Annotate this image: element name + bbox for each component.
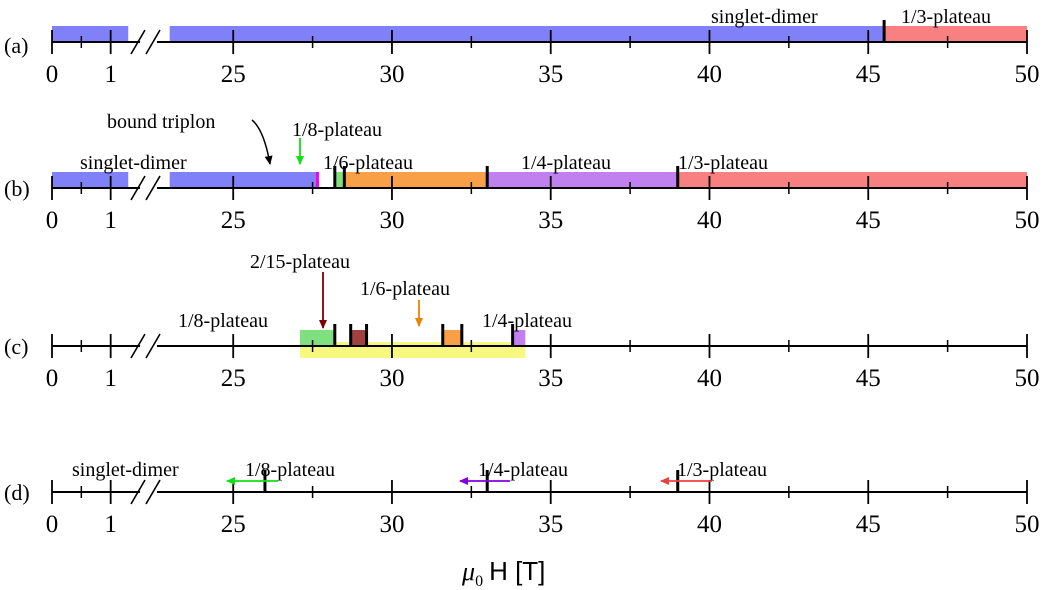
tick-label: 40: [697, 61, 722, 88]
tick-label: 50: [1015, 511, 1040, 538]
one-third-plateau-label: 1/3-plateau: [901, 6, 991, 28]
panel-a-regions: [52, 26, 1027, 42]
one-quarter-plateau-label: 1/4-plateau: [482, 310, 572, 332]
tick-label: 0: [46, 61, 59, 88]
panel-d-axis: 0 1 25 30 35 40 45 50: [46, 479, 1040, 538]
x-axis-label: μ0 H [T]: [461, 556, 545, 590]
phase-region-eighth: [299, 330, 335, 346]
tick-label: 25: [221, 365, 246, 392]
panel-a-axis: 0 1 25 30 35 40 45 50: [46, 29, 1040, 88]
phase-region-quarter: [512, 330, 526, 346]
tick-label: 25: [221, 511, 246, 538]
axis-break-mark: [145, 479, 161, 505]
tick-label: 30: [379, 61, 404, 88]
panel-d: 0 1 25 30 35 40 45 50 (d) singlet-dimer 1/8-pla…: [4, 459, 1040, 538]
tick-label: 45: [856, 365, 881, 392]
tick-label: 0: [46, 207, 59, 234]
axis-break-mark: [145, 29, 161, 55]
one-quarter-plateau-label: 1/4-plateau: [521, 152, 611, 174]
tick-label: 1: [104, 511, 117, 538]
panel-a-label: (a): [4, 33, 28, 58]
tick-label: 30: [379, 365, 404, 392]
tick-label: 25: [221, 207, 246, 234]
tick-label: 0: [46, 511, 59, 538]
axis-break-mark: [130, 29, 146, 55]
one-sixth-plateau-label: 1/6-plateau: [323, 152, 413, 174]
axis-break-mark: [130, 333, 146, 359]
tick-label: 25: [221, 61, 246, 88]
panel-a: 0 1 25 30 35 40 45 50 (a) singlet-dimer 1/3-pla…: [4, 6, 1040, 88]
one-eighth-plateau-label: 1/8-plateau: [245, 459, 335, 481]
tick-label: 35: [538, 207, 563, 234]
tick-label: 50: [1015, 207, 1040, 234]
tick-label: 40: [697, 511, 722, 538]
panel-c-axis: 0 1 25 30 35 40 45 50: [46, 333, 1040, 392]
axis-break-mark: [130, 479, 146, 505]
panel-c-label: (c): [4, 334, 28, 359]
phase-region-bound: [315, 172, 319, 188]
tick-label: 50: [1015, 61, 1040, 88]
panel-c-boundaries: [333, 324, 515, 347]
bound-triplon-label: bound triplon: [107, 111, 215, 133]
phase-region-twofifteenth: [350, 330, 367, 346]
tick-label: 35: [538, 511, 563, 538]
one-eighth-plateau-label: 1/8-plateau: [178, 310, 268, 332]
tick-label: 45: [856, 511, 881, 538]
panel-c: 0 1 25 30 35 40 45 50 (c) 2/15-plateau 1/6-plat…: [4, 251, 1040, 392]
bound-triplon-arrow: [251, 119, 273, 165]
tick-label: 1: [104, 207, 117, 234]
tick-label: 35: [538, 61, 563, 88]
x-axis-label-subscript: 0: [475, 573, 483, 590]
x-axis-label-mu: μ: [461, 557, 475, 586]
tick-label: 1: [104, 365, 117, 392]
tick-label: 45: [856, 207, 881, 234]
panel-b-axis: 0 1 25 30 35 40 45 50: [46, 175, 1040, 234]
tick-label: 30: [379, 207, 404, 234]
tick-label: 30: [379, 511, 404, 538]
x-axis-label-text: H [T]: [489, 556, 545, 586]
tick-label: 50: [1015, 365, 1040, 392]
tick-label: 0: [46, 365, 59, 392]
phase-region-sixth: [442, 330, 462, 346]
tick-label: 1: [104, 61, 117, 88]
panel-b: 0 1 25 30 35 40 45 50 (b) bound triplon 1/8-pla…: [4, 111, 1040, 234]
phase-region-singlet: [169, 26, 885, 42]
singlet-dimer-label: singlet-dimer: [711, 6, 818, 28]
phase-region-singlet: [169, 172, 316, 188]
one-quarter-plateau-label: 1/4-plateau: [478, 459, 568, 481]
axis-break-mark: [145, 175, 161, 201]
panel-b-boundaries: [333, 166, 680, 189]
panel-b-label: (b): [4, 176, 30, 201]
one-sixth-plateau-label: 1/6-plateau: [360, 278, 450, 300]
axis-break-mark: [130, 175, 146, 201]
one-third-plateau-label: 1/3-plateau: [677, 459, 767, 481]
two-fifteenth-plateau-label: 2/15-plateau: [250, 251, 350, 273]
phase-region-third: [884, 26, 1027, 42]
tick-label: 40: [697, 207, 722, 234]
one-third-plateau-label: 1/3-plateau: [678, 152, 768, 174]
panel-b-regions: [52, 172, 1027, 188]
phase-region-singlet: [52, 172, 129, 188]
tick-label: 40: [697, 365, 722, 392]
phase-region-quarter: [487, 172, 678, 188]
tick-label: 35: [538, 365, 563, 392]
axis-break-mark: [145, 333, 161, 359]
tick-label: 45: [856, 61, 881, 88]
phase-region-singlet: [52, 26, 129, 42]
one-eighth-plateau-label: 1/8-plateau: [292, 119, 382, 141]
singlet-dimer-label: singlet-dimer: [80, 152, 187, 174]
singlet-dimer-label: singlet-dimer: [72, 459, 179, 481]
phase-region-sixth: [344, 172, 488, 188]
panel-d-label: (d): [4, 480, 30, 505]
phase-region-third: [677, 172, 1027, 188]
phase-region-eighth: [334, 172, 345, 188]
